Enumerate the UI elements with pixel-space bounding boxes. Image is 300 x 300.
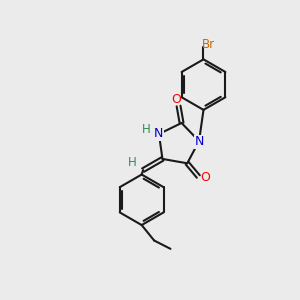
Text: H: H [128, 156, 137, 169]
Text: O: O [171, 93, 181, 106]
Text: N: N [154, 127, 163, 140]
Text: O: O [200, 172, 210, 184]
Text: H: H [142, 123, 151, 136]
Text: Br: Br [202, 38, 215, 51]
Text: N: N [195, 135, 204, 148]
